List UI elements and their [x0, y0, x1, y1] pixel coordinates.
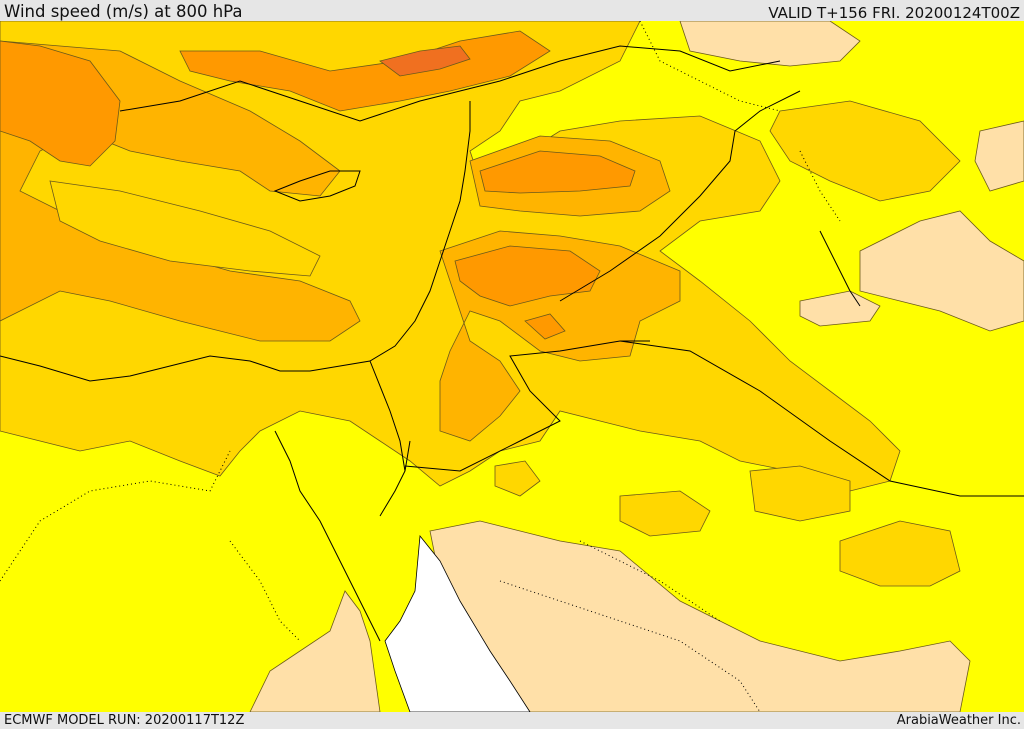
wind-band-10-15-pocket-east — [839, 520, 961, 587]
boundaries — [0, 45, 1024, 642]
wind-band-10-15-iraq — [769, 100, 961, 202]
model-run-label: ECMWF MODEL RUN: 20200117T12Z — [4, 713, 245, 728]
wind-speed-map — [0, 21, 1024, 712]
valid-time-label: VALID T+156 FRI. 20200124T00Z — [768, 4, 1020, 22]
wind-band-20-25-syria-core — [479, 150, 636, 194]
turkey-coast — [119, 45, 781, 122]
north-african-coast — [0, 101, 471, 382]
map-title: Wind speed (m/s) at 800 hPa — [4, 2, 243, 21]
persian-gulf-coast — [819, 230, 861, 307]
wind-band-10-15-pocket-iran — [749, 465, 851, 522]
wind-band-25-30-turkey-core — [379, 45, 471, 77]
gulf-of-aqaba — [379, 440, 411, 517]
sinai-gulf-coasts — [274, 430, 381, 642]
wind-band-20-25-aegean — [0, 40, 121, 167]
red-sea-white-area — [384, 534, 531, 712]
wind-band-0-5-north-east — [679, 21, 861, 67]
wind-band-20-25-jordan-core — [454, 245, 601, 307]
israel-egypt-border — [369, 360, 406, 472]
wind-band-0-5-africa — [249, 590, 381, 712]
wind-band-0-5-iran — [859, 210, 1024, 332]
wind-band-20-25-jordan-south — [524, 313, 566, 340]
header-bar: Wind speed (m/s) at 800 hPa VALID T+156 … — [0, 0, 1024, 22]
cyprus — [273, 170, 361, 202]
wind-band-10-15-pocket-mid — [619, 490, 711, 537]
credit-label: ArabiaWeather Inc. — [896, 713, 1021, 728]
saudi-jordan-border — [404, 340, 650, 472]
wind-band-10-15-inner — [49, 180, 321, 277]
footer-bar: ECMWF MODEL RUN: 20200117T12Z ArabiaWeat… — [0, 712, 1024, 729]
wind-band-0-5-far-east — [974, 120, 1024, 192]
syria-iraq-border — [559, 90, 801, 302]
wind-band-10-15-pocket-sa — [494, 460, 541, 497]
jordan-iraq-border — [619, 340, 1024, 497]
dotted-boundaries — [0, 21, 841, 712]
